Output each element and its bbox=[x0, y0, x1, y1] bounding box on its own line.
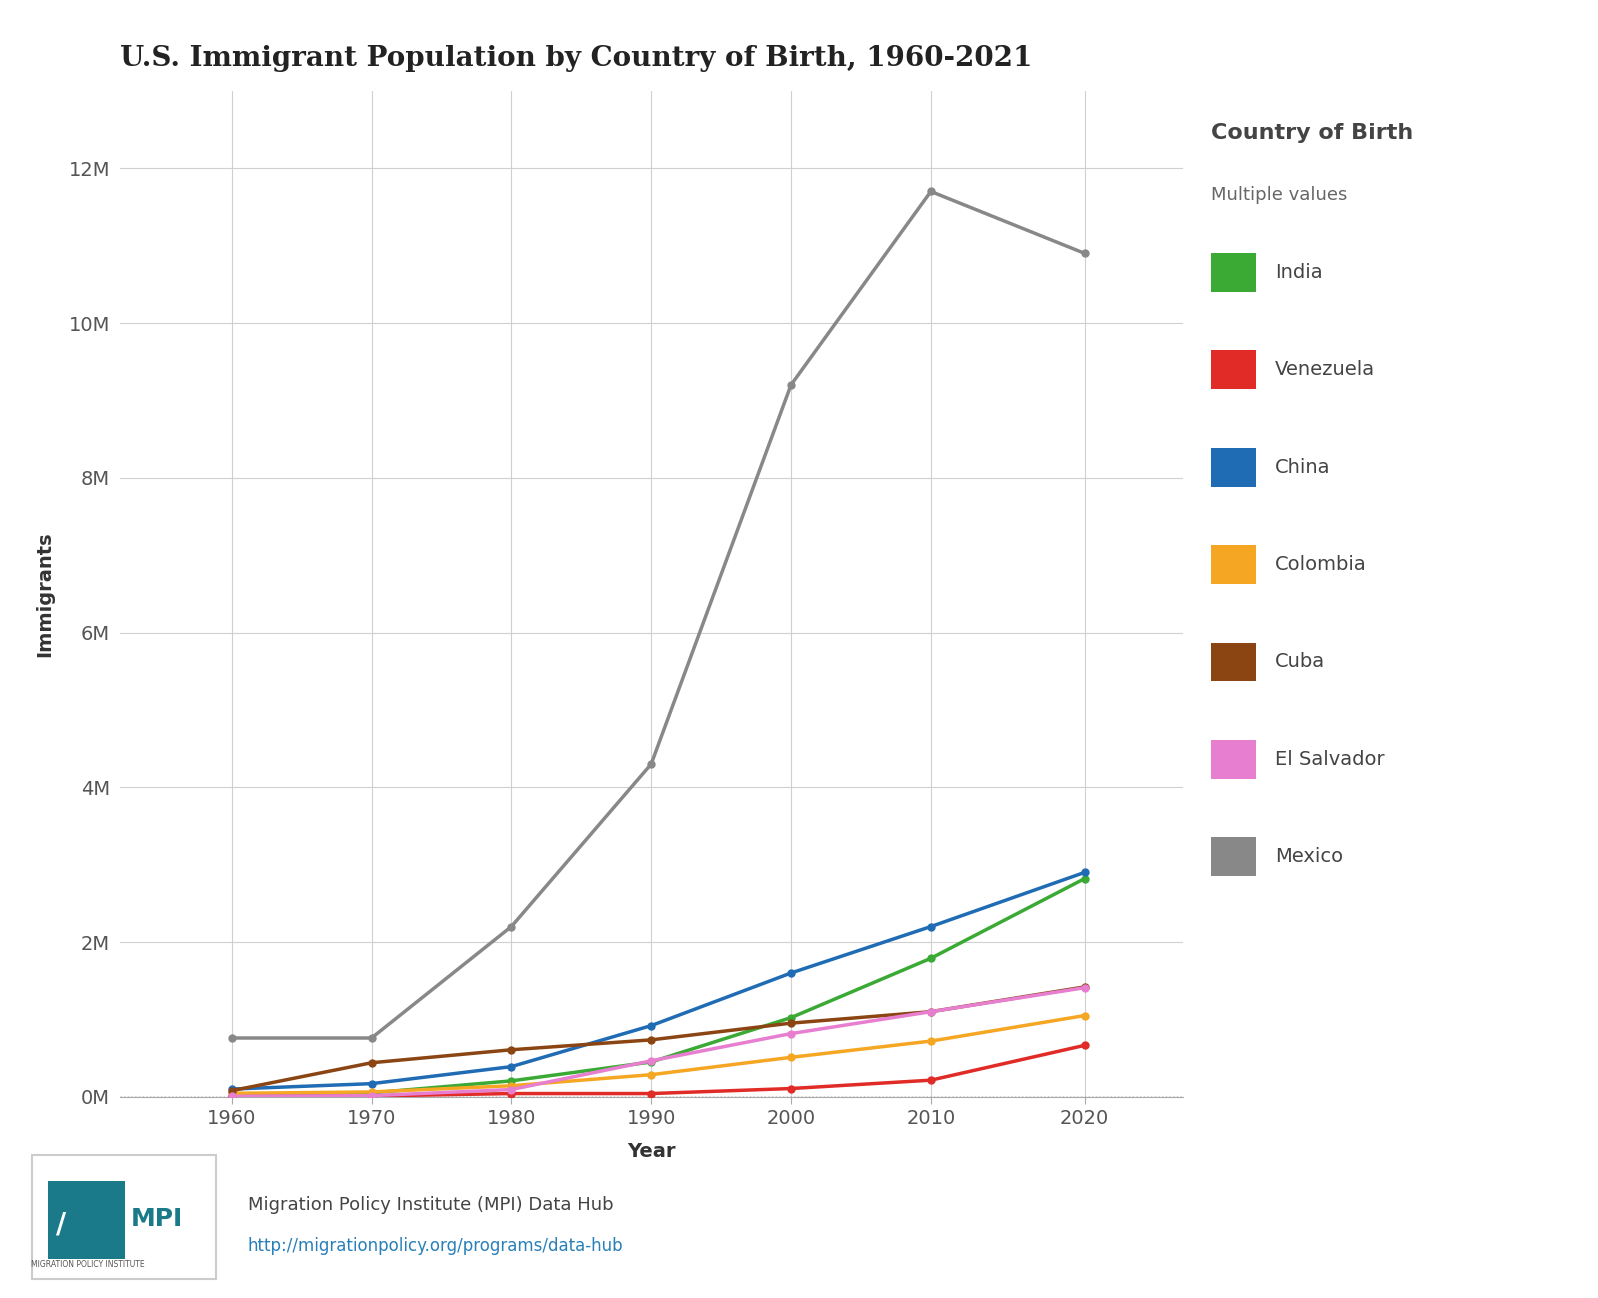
Text: India: India bbox=[1275, 263, 1323, 282]
Y-axis label: Immigrants: Immigrants bbox=[35, 531, 54, 657]
Text: Migration Policy Institute (MPI) Data Hub: Migration Policy Institute (MPI) Data Hu… bbox=[248, 1195, 614, 1214]
Text: Country of Birth: Country of Birth bbox=[1211, 123, 1414, 143]
Text: El Salvador: El Salvador bbox=[1275, 750, 1385, 768]
Text: Multiple values: Multiple values bbox=[1211, 186, 1347, 204]
Text: U.S. Immigrant Population by Country of Birth, 1960-2021: U.S. Immigrant Population by Country of … bbox=[120, 45, 1032, 73]
Text: Venezuela: Venezuela bbox=[1275, 361, 1376, 379]
X-axis label: Year: Year bbox=[626, 1141, 676, 1160]
Text: http://migrationpolicy.org/programs/data-hub: http://migrationpolicy.org/programs/data… bbox=[248, 1237, 623, 1255]
Text: Colombia: Colombia bbox=[1275, 556, 1366, 574]
Text: /: / bbox=[56, 1210, 66, 1238]
Text: China: China bbox=[1275, 458, 1331, 476]
Text: Cuba: Cuba bbox=[1275, 653, 1325, 671]
Text: MIGRATION POLICY INSTITUTE: MIGRATION POLICY INSTITUTE bbox=[30, 1260, 145, 1269]
Text: Mexico: Mexico bbox=[1275, 848, 1344, 866]
Text: MPI: MPI bbox=[131, 1207, 184, 1231]
